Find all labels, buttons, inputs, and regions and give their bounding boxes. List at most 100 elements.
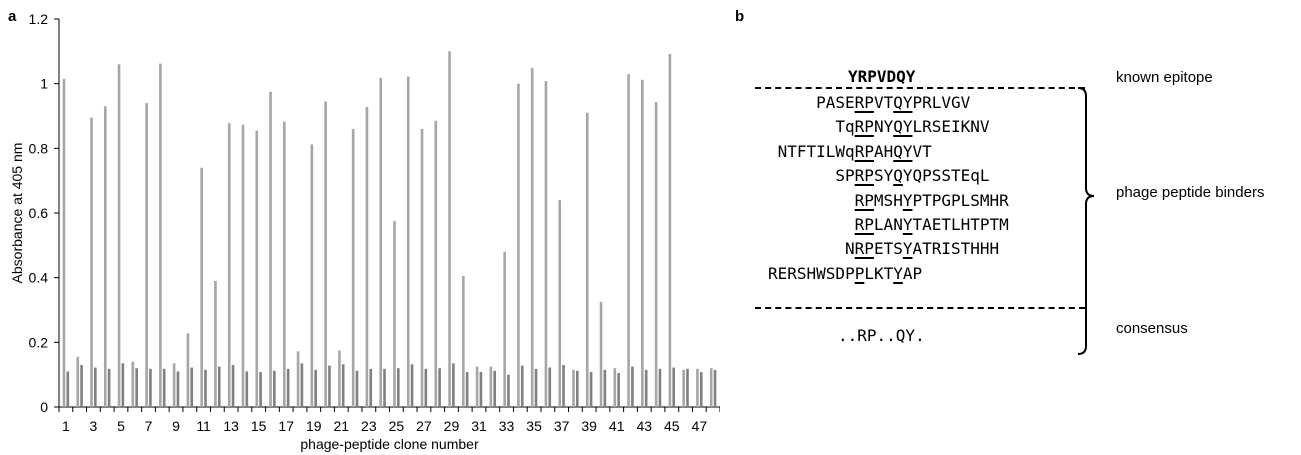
x-tick-label: 11 [196,418,211,434]
bar-clone-8-series-2 [162,368,166,407]
bar-clone-3-series-1 [90,117,93,407]
binder-segment: LAN [873,215,903,234]
binder-segment: RP [854,166,874,186]
binder-segment: Y [902,215,913,234]
x-tick-label: 31 [471,418,487,434]
bar-clone-48-series-2 [713,369,717,407]
binder-segment: Y [902,239,913,259]
y-tick-label: 1.2 [29,11,49,27]
binder-segment: AP [902,263,923,283]
bar-clone-41-series-2 [617,373,620,407]
binder-segment: NY [873,117,894,137]
x-tick-label: 17 [278,418,294,434]
bar-clone-39-series-2 [589,372,593,407]
bar-clone-36-series-2 [548,367,552,407]
bar-clone-7-series-2 [149,368,152,407]
bar-clone-31-series-1 [475,366,479,407]
bar-clone-4-series-1 [103,106,107,408]
binder-segment: RERSHWSDP [768,263,855,283]
bar-clone-9-series-2 [176,371,180,407]
binder-segment: QY [893,141,913,161]
panel-label-b: b [735,8,745,25]
consensus-sequence: ..RP..QY. [838,326,925,345]
bar-clone-4-series-2 [107,368,111,407]
binder-segment: RP [854,117,874,137]
bar-clone-46-series-2 [686,368,689,407]
binder-segment: ATRISTHHH [912,239,1000,259]
bar-clone-2-series-1 [76,356,80,407]
x-tick-label: 1 [62,418,70,434]
bar-clone-40-series-1 [599,301,603,407]
bar-clone-39-series-1 [585,112,589,408]
x-tick-label: 41 [609,418,625,434]
consensus-label: consensus [1116,320,1188,337]
bar-clone-31-series-2 [479,372,483,407]
binder-segment: PTPGPLSMHR [912,190,1009,210]
bar-clone-36-series-1 [544,81,548,407]
bar-clone-47-series-1 [696,368,699,407]
bar-clone-33-series-1 [503,251,506,407]
bar-clone-34-series-1 [517,83,520,408]
binder-sequence-row: NTFTILWqRPAHQYVT [778,142,932,162]
y-tick-label: 0.8 [29,140,49,156]
x-tick-label: 35 [526,418,542,434]
x-tick-label: 23 [361,418,377,434]
binder-segment: PSSTEqL [922,166,990,186]
binder-segment: RP [854,141,874,161]
bar-clone-2-series-2 [80,364,83,407]
x-tick-label: 7 [145,418,153,434]
absorbance-bar-chart: 00.20.40.60.811.21 3 5 7 9 11 13 15 17 19 21 23 25 27… [9,11,720,452]
x-tick-label: 33 [499,418,515,434]
bar-clone-16-series-2 [273,370,276,407]
bar-clone-29-series-1 [448,51,451,407]
binder-segment: LRSEIKNV [912,117,990,137]
y-tick-label: 0.2 [29,334,49,350]
binder-sequence-row: RERSHWSDPPLKTYAP [768,264,922,284]
bar-clone-1-series-1 [62,78,66,408]
binder-segment: RP [854,190,874,210]
bar-clone-16-series-1 [269,91,272,407]
bar-clone-19-series-1 [310,144,314,407]
bar-clone-11-series-2 [204,369,207,407]
bar-clone-5-series-1 [117,64,121,408]
x-tick-label: 27 [416,418,432,434]
bar-clone-35-series-1 [530,68,534,407]
binder-segment: RP [854,239,874,259]
binder-segment: RP [854,93,874,112]
bar-clone-20-series-2 [328,365,331,407]
bar-clone-13-series-2 [231,364,235,407]
bar-clone-22-series-1 [351,128,355,407]
binder-segment: V [873,93,884,112]
x-tick-label: 45 [664,418,680,434]
x-tick-label: 15 [251,418,267,434]
bar-clone-44-series-1 [654,102,658,407]
bar-clone-14-series-1 [241,124,245,407]
x-tick-label: 43 [636,418,652,434]
bar-clone-18-series-1 [296,351,300,407]
binder-segment: T [883,93,894,112]
bar-clone-25-series-2 [396,368,400,407]
binder-segment: Y [902,190,913,210]
bar-clone-22-series-2 [355,370,359,407]
bar-clone-30-series-1 [462,276,465,407]
bar-clone-9-series-1 [172,363,176,407]
bar-clone-6-series-1 [131,361,135,407]
bar-clone-19-series-2 [314,369,317,407]
bar-clone-24-series-2 [383,368,386,407]
binder-segment: TAETLHTPTM [912,215,1009,234]
binder-segment: Y [893,263,903,283]
bar-clone-37-series-1 [558,200,562,407]
binder-segment: MSH [873,190,903,210]
bar-clone-13-series-1 [227,123,231,407]
bar-clone-35-series-2 [534,368,538,407]
binder-sequence-row: SPRPSYQYQPSSTEqL [835,166,989,186]
bar-clone-38-series-1 [572,369,575,407]
panel-label-a: a [8,8,17,25]
bar-clone-42-series-1 [627,73,630,407]
binder-segment: ETS [873,239,903,259]
x-tick-label: 47 [692,418,708,434]
binder-segment: YQ [902,166,923,186]
y-tick-label: 0.6 [29,205,49,221]
bar-clone-5-series-2 [121,363,125,407]
group-bracket [1077,87,1095,355]
